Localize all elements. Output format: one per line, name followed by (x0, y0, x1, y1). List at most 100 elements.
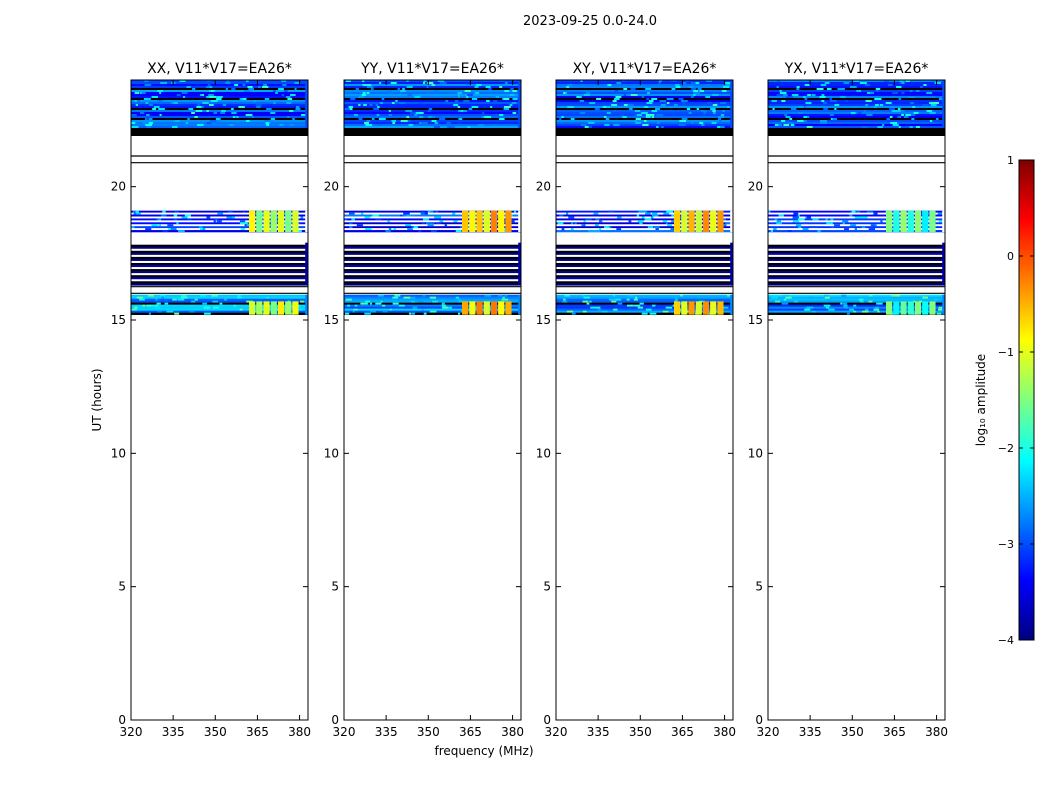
data-band (768, 210, 945, 233)
rfi-cell (674, 210, 681, 232)
x-tick-label: 380 (713, 725, 736, 739)
plot-area (130, 79, 309, 721)
rfi-cell (249, 210, 256, 232)
y-tick-label: 20 (324, 180, 339, 194)
rfi-cell (907, 210, 914, 232)
x-tick-label: 350 (629, 725, 652, 739)
data-band (556, 155, 733, 164)
rfi-cell (914, 301, 922, 315)
rfi-cell (907, 301, 914, 315)
rfi-cell (695, 301, 702, 315)
panel-title: YX, V11*V17=EA26* (784, 61, 929, 77)
rfi-cell (498, 301, 505, 315)
rfi-cell (900, 210, 907, 232)
rfi-cell (469, 301, 476, 315)
y-tick-label: 20 (748, 180, 763, 194)
rfi-cell (483, 301, 490, 315)
x-tick-label: 380 (288, 725, 311, 739)
x-tick-label: 335 (799, 725, 822, 739)
y-tick-label: 10 (748, 446, 763, 460)
colorbar-tick-label: −2 (998, 442, 1014, 455)
x-tick-label: 335 (162, 725, 185, 739)
rfi-cell (263, 301, 270, 315)
colorbar-tick-label: −1 (998, 346, 1014, 359)
rfi-cell (277, 210, 285, 232)
rfi-cell (483, 210, 490, 232)
rfi-cell (469, 210, 476, 232)
panel-3: XY, V11*V17=EA26* 320 335 350 365 380 0 5 10 15 20 (536, 61, 736, 739)
data-band (131, 155, 308, 164)
x-tick-label: 335 (375, 725, 398, 739)
rfi-cell (263, 210, 270, 232)
y-tick-label: 5 (543, 580, 551, 594)
rfi-cell (702, 301, 710, 315)
panel-2: YY, V11*V17=EA26* 320 335 350 365 380 0 5 10 15 20 (324, 61, 524, 739)
data-band (768, 155, 945, 164)
rfi-cell (462, 301, 469, 315)
rfi-cell (292, 210, 299, 232)
x-tick-label: 350 (841, 725, 864, 739)
colorbar-tick-label: 0 (1007, 250, 1014, 263)
data-band (556, 242, 733, 286)
data-band (131, 80, 308, 129)
data-band (768, 242, 945, 286)
rfi-cell (270, 210, 277, 232)
rfi-cell (498, 210, 505, 232)
colorbar-ticks: 1 0 −1 −2 −3 −4 (998, 154, 1034, 647)
y-tick-label: 15 (748, 313, 763, 327)
plot-area (555, 79, 734, 721)
x-tick-label: 320 (120, 725, 143, 739)
panels-group: XX, V11*V17=EA26* 320 335 350 365 380 0 5 10 15 20… (111, 61, 948, 739)
data-band (131, 128, 308, 136)
plot-area (343, 79, 522, 721)
data-band (344, 128, 521, 136)
rfi-cell (886, 301, 893, 315)
y-tick-label: 10 (111, 446, 126, 460)
x-tick-label: 365 (883, 725, 906, 739)
figure-suptitle: 2023-09-25 0.0-24.0 (523, 14, 657, 29)
y-tick-label: 15 (111, 313, 126, 327)
y-tick-label: 5 (118, 580, 126, 594)
colorbar-label: log₁₀ amplitude (974, 354, 988, 446)
y-tick-label: 15 (536, 313, 551, 327)
panel-1: XX, V11*V17=EA26* 320 335 350 365 380 0 5 10 15 20 (111, 61, 311, 739)
data-band (768, 286, 945, 294)
y-tick-label: 15 (324, 313, 339, 327)
rfi-cell (476, 210, 483, 232)
colorbar: 1 0 −1 −2 −3 −4 log₁₀ amplitude (974, 154, 1035, 647)
rfi-cell (256, 301, 263, 315)
data-band (556, 294, 733, 315)
rfi-cell (914, 210, 922, 232)
plot-area (767, 79, 946, 721)
rfi-cell (886, 210, 893, 232)
y-tick-label: 0 (543, 713, 551, 727)
data-band (556, 128, 733, 136)
colorbar-tick-label: −3 (998, 538, 1014, 551)
colorbar-tick-label: 1 (1007, 154, 1014, 167)
rfi-cell (929, 210, 936, 232)
panel-title: XX, V11*V17=EA26* (147, 61, 292, 77)
y-tick-label: 5 (331, 580, 339, 594)
rfi-cell (490, 301, 498, 315)
rfi-cell (256, 210, 263, 232)
data-band (768, 80, 945, 129)
y-axis-label: UT (hours) (90, 368, 104, 431)
rfi-cell (249, 301, 256, 315)
y-tick-label: 20 (536, 180, 551, 194)
data-band (344, 294, 521, 315)
rfi-cell (702, 210, 710, 232)
rfi-cell (681, 301, 688, 315)
rfi-cell (900, 301, 907, 315)
rfi-cell (710, 301, 717, 315)
colorbar-gradient (1018, 159, 1035, 641)
rfi-cell (292, 301, 299, 315)
rfi-cell (710, 210, 717, 232)
rfi-cell (681, 210, 688, 232)
rfi-cell (490, 210, 498, 232)
rfi-cell (285, 301, 292, 315)
x-axis-label: frequency (MHz) (434, 744, 533, 758)
rfi-cell (476, 301, 483, 315)
rfi-cell (462, 210, 469, 232)
data-band (131, 210, 308, 233)
